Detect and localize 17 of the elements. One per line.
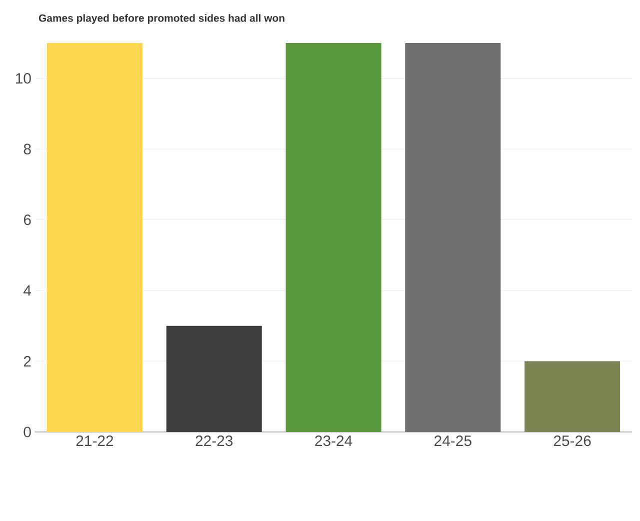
x-tick-label: 24-25 [434,436,472,446]
y-tick-label: 4 [24,285,32,296]
bar [405,42,501,432]
bar [166,326,262,432]
x-tick-label: 23-24 [315,436,352,446]
y-tick-label: 2 [24,356,31,366]
x-tick-label: 21-22 [76,436,114,446]
bar [286,42,382,432]
bar [46,42,142,432]
y-tick-label: 8 [24,144,31,154]
chart-title: Games played before promoted sides had all won [38,14,284,24]
x-tick-label: 25-26 [554,436,591,446]
bar [524,361,620,432]
y-tick-label: 0 [24,426,31,438]
y-tick-label: 10 [16,73,31,84]
y-tick-label: 6 [24,214,31,226]
x-tick-label: 22-23 [196,436,233,446]
